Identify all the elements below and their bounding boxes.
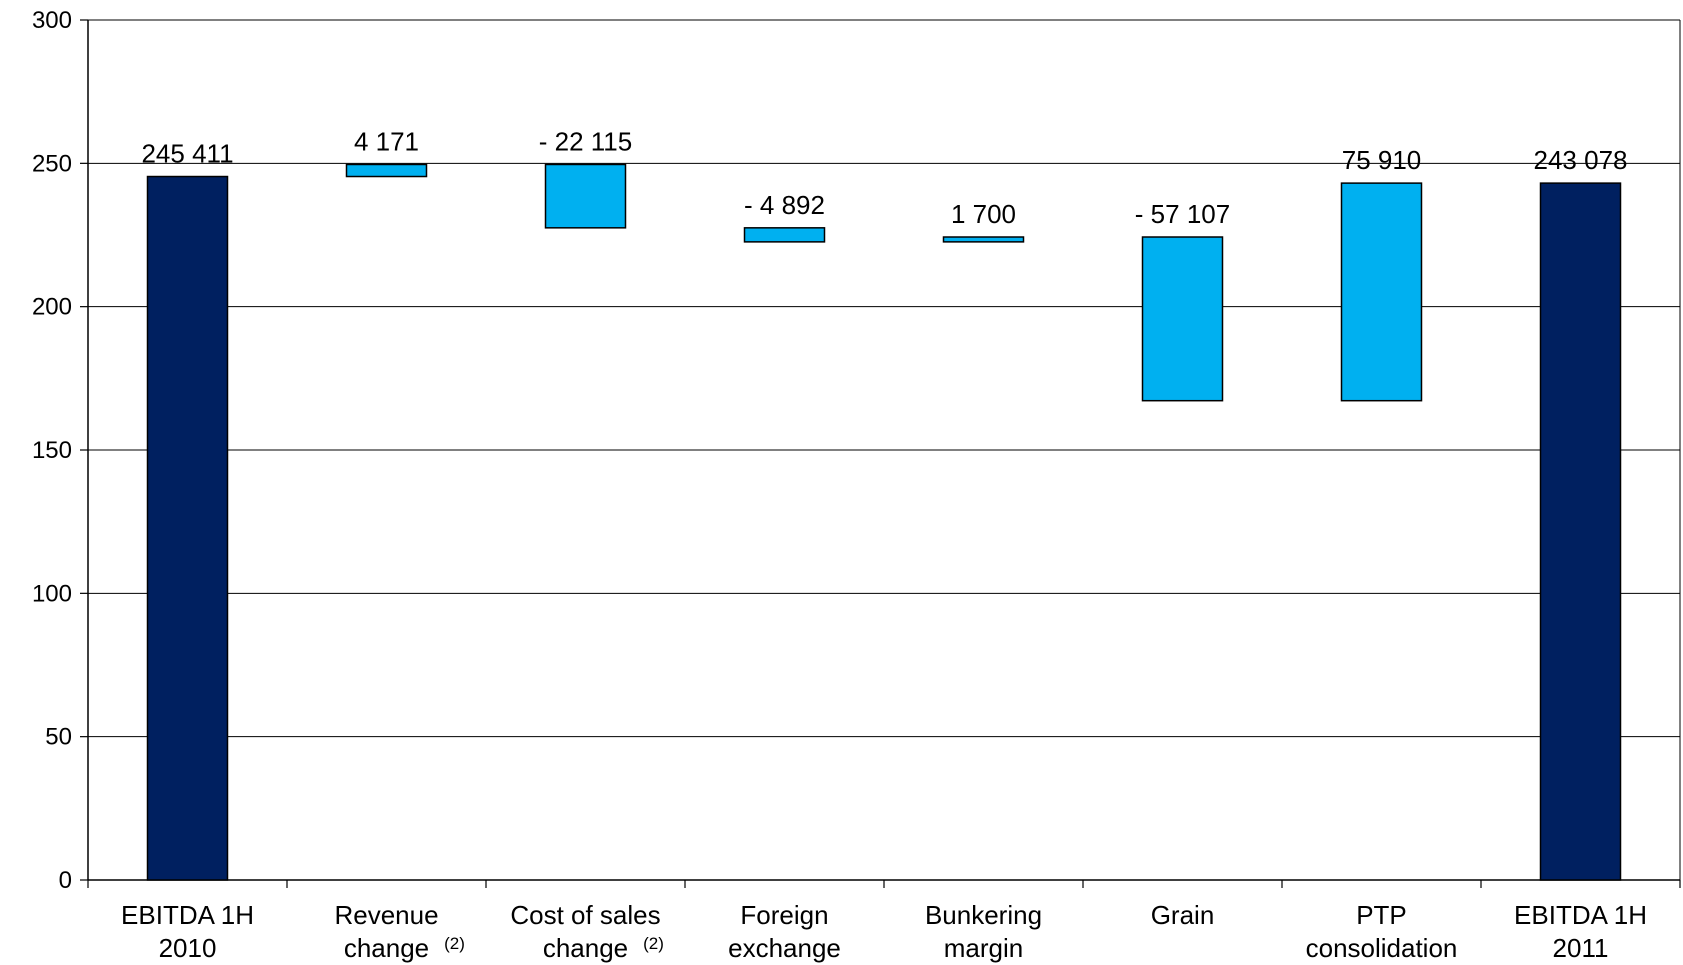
category-label-2-line-0: Cost of sales <box>510 900 660 930</box>
data-label-2: - 22 115 <box>539 126 632 156</box>
data-label-5: - 57 107 <box>1135 199 1230 229</box>
y-tick-label: 250 <box>32 150 72 177</box>
data-label-6: 75 910 <box>1342 145 1422 175</box>
axes <box>87 19 1681 888</box>
category-label-4-line-1: margin <box>944 933 1023 963</box>
data-label-7: 243 078 <box>1534 145 1628 175</box>
data-label-1: 4 171 <box>354 126 419 156</box>
category-label-1-line-0: Revenue <box>334 900 438 930</box>
data-label-4: 1 700 <box>951 199 1016 229</box>
grid-lines <box>88 19 1680 738</box>
category-label-3-line-0: Foreign <box>740 900 828 930</box>
data-label-3: - 4 892 <box>744 190 825 220</box>
category-label-0-line-1: 2010 <box>159 933 217 963</box>
data-labels: 245 411 4 171 - 22 115 - 4 892 1 700 - 57 107… <box>141 126 1627 229</box>
bar-4 <box>942 236 1025 243</box>
y-tick-label: 0 <box>59 867 72 894</box>
bar-6 <box>1340 182 1423 402</box>
category-label-5-line-0: Grain <box>1151 900 1215 930</box>
data-label-0: 245 411 <box>141 139 233 169</box>
bar-2 <box>544 163 627 229</box>
y-tick-label: 150 <box>32 437 72 464</box>
category-label-0-line-0: EBITDA 1H <box>121 900 254 930</box>
bar-7 <box>1539 182 1622 881</box>
category-label-6-line-0: PTP <box>1356 900 1407 930</box>
y-axis-ticks: 0 50 100 150 200 250 300 <box>32 7 88 894</box>
footnote-marker-2: (2) <box>643 934 664 953</box>
bars <box>146 163 1622 881</box>
bar-0 <box>146 175 229 881</box>
y-tick-label: 100 <box>32 580 72 607</box>
y-tick-label: 200 <box>32 294 72 321</box>
category-label-4-line-0: Bunkering <box>925 900 1042 930</box>
bar-1 <box>345 163 428 178</box>
y-tick-label: 300 <box>32 7 72 34</box>
category-label-7-line-0: EBITDA 1H <box>1514 900 1647 930</box>
category-label-3-line-1: exchange <box>728 933 841 963</box>
category-label-7-line-1: 2011 <box>1553 933 1609 963</box>
footnote-marker-1: (2) <box>444 934 465 953</box>
y-tick-label: 50 <box>45 724 72 751</box>
bar-5 <box>1141 236 1224 402</box>
bar-3 <box>743 227 826 243</box>
category-label-6-line-1: consolidation <box>1306 933 1458 963</box>
category-label-1-line-1: change <box>344 933 429 963</box>
category-label-2-line-1: change <box>543 933 628 963</box>
